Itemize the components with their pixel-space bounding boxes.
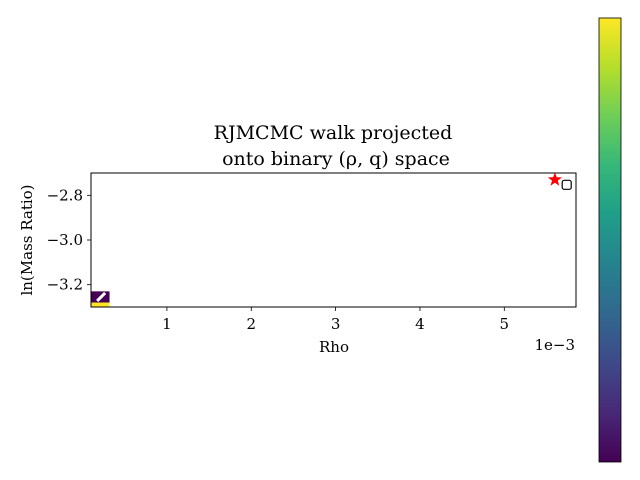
chart-title-line1: RJMCMC walk projected [214, 122, 453, 144]
y-tick-label: −3.2 [47, 276, 83, 294]
y-tick-label: −2.8 [47, 186, 83, 204]
x-tick-label: 5 [500, 315, 510, 333]
x-tick-label: 3 [331, 315, 341, 333]
x-tick-label: 1 [162, 315, 172, 333]
true-value-star [547, 172, 563, 186]
plot-area [90, 172, 577, 308]
y-axis-ticks: −2.8 −3.0 −3.2 [47, 186, 91, 294]
walk-marker-1 [561, 179, 572, 190]
heatmap-cell-1 [91, 302, 110, 307]
walk-marker-0 [96, 291, 107, 303]
axes-frame [90, 172, 577, 308]
x-axis-offset-label: 1e−3 [534, 336, 575, 354]
x-tick-label: 2 [246, 315, 256, 333]
walk-markers [96, 172, 572, 303]
x-axis-ticks: 1 2 3 4 5 [162, 307, 509, 333]
x-axis-label: Rho [319, 338, 349, 356]
x-tick-label: 4 [415, 315, 425, 333]
y-tick-label: −3.0 [47, 231, 83, 249]
y-axis-label: ln(Mass Ratio) [18, 184, 36, 295]
chart-title-line2: onto binary (ρ, q) space [222, 148, 450, 170]
colorbar [598, 17, 622, 463]
